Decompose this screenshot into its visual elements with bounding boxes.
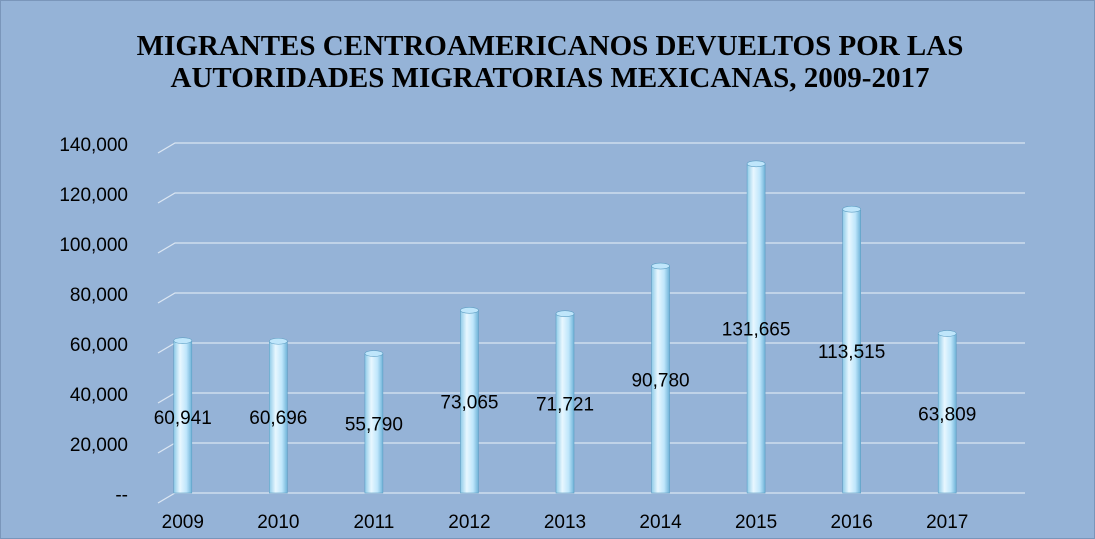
value-label: 90,780: [631, 371, 689, 392]
value-label: 131,665: [722, 319, 791, 340]
y-tick-label: 40,000: [70, 385, 128, 406]
bar-top: [364, 350, 384, 357]
bar-top: [746, 160, 766, 168]
x-tick-label: 2016: [831, 512, 873, 533]
x-tick-label: 2010: [257, 512, 299, 533]
y-tick-label: --: [115, 485, 128, 506]
x-tick-label: 2015: [735, 512, 777, 533]
x-tick-label: 2012: [448, 512, 490, 533]
y-tick-label: 120,000: [59, 185, 128, 206]
bar-top: [651, 262, 670, 270]
grid-line: [157, 442, 1025, 454]
x-tick-label: 2017: [926, 512, 968, 533]
value-label: 63,809: [918, 404, 976, 425]
value-label: 60,696: [249, 408, 307, 429]
y-tick-label: 100,000: [59, 235, 128, 256]
bar-top: [269, 337, 288, 345]
y-tick-label: 80,000: [70, 285, 128, 306]
grid-line: [157, 292, 1025, 304]
grid-line: [157, 242, 1025, 254]
grid-line: [157, 492, 1025, 504]
grid-line: [157, 192, 1025, 204]
value-label: 73,065: [440, 393, 498, 414]
bar-top: [555, 310, 575, 317]
value-label: 113,515: [818, 342, 885, 363]
bar-top: [460, 307, 479, 314]
bar-top: [842, 205, 861, 213]
value-label: 55,790: [345, 414, 403, 435]
grid-line: [157, 142, 1025, 154]
chart-title: MIGRANTES CENTROAMERICANOS DEVUELTOS POR…: [136, 30, 964, 94]
value-label: 60,941: [154, 408, 212, 429]
x-tick-label: 2011: [353, 512, 394, 533]
x-tick-label: 2014: [639, 512, 682, 533]
bar-top: [937, 330, 957, 337]
x-tick-label: 2013: [544, 512, 586, 533]
y-tick-label: 20,000: [70, 435, 128, 456]
grid-line: [157, 342, 1025, 354]
x-tick-label: 2009: [162, 512, 204, 533]
y-tick-label: 140,000: [59, 135, 128, 156]
value-label: 71,721: [536, 394, 594, 415]
y-tick-label: 60,000: [70, 335, 128, 356]
bar-top: [173, 337, 193, 344]
